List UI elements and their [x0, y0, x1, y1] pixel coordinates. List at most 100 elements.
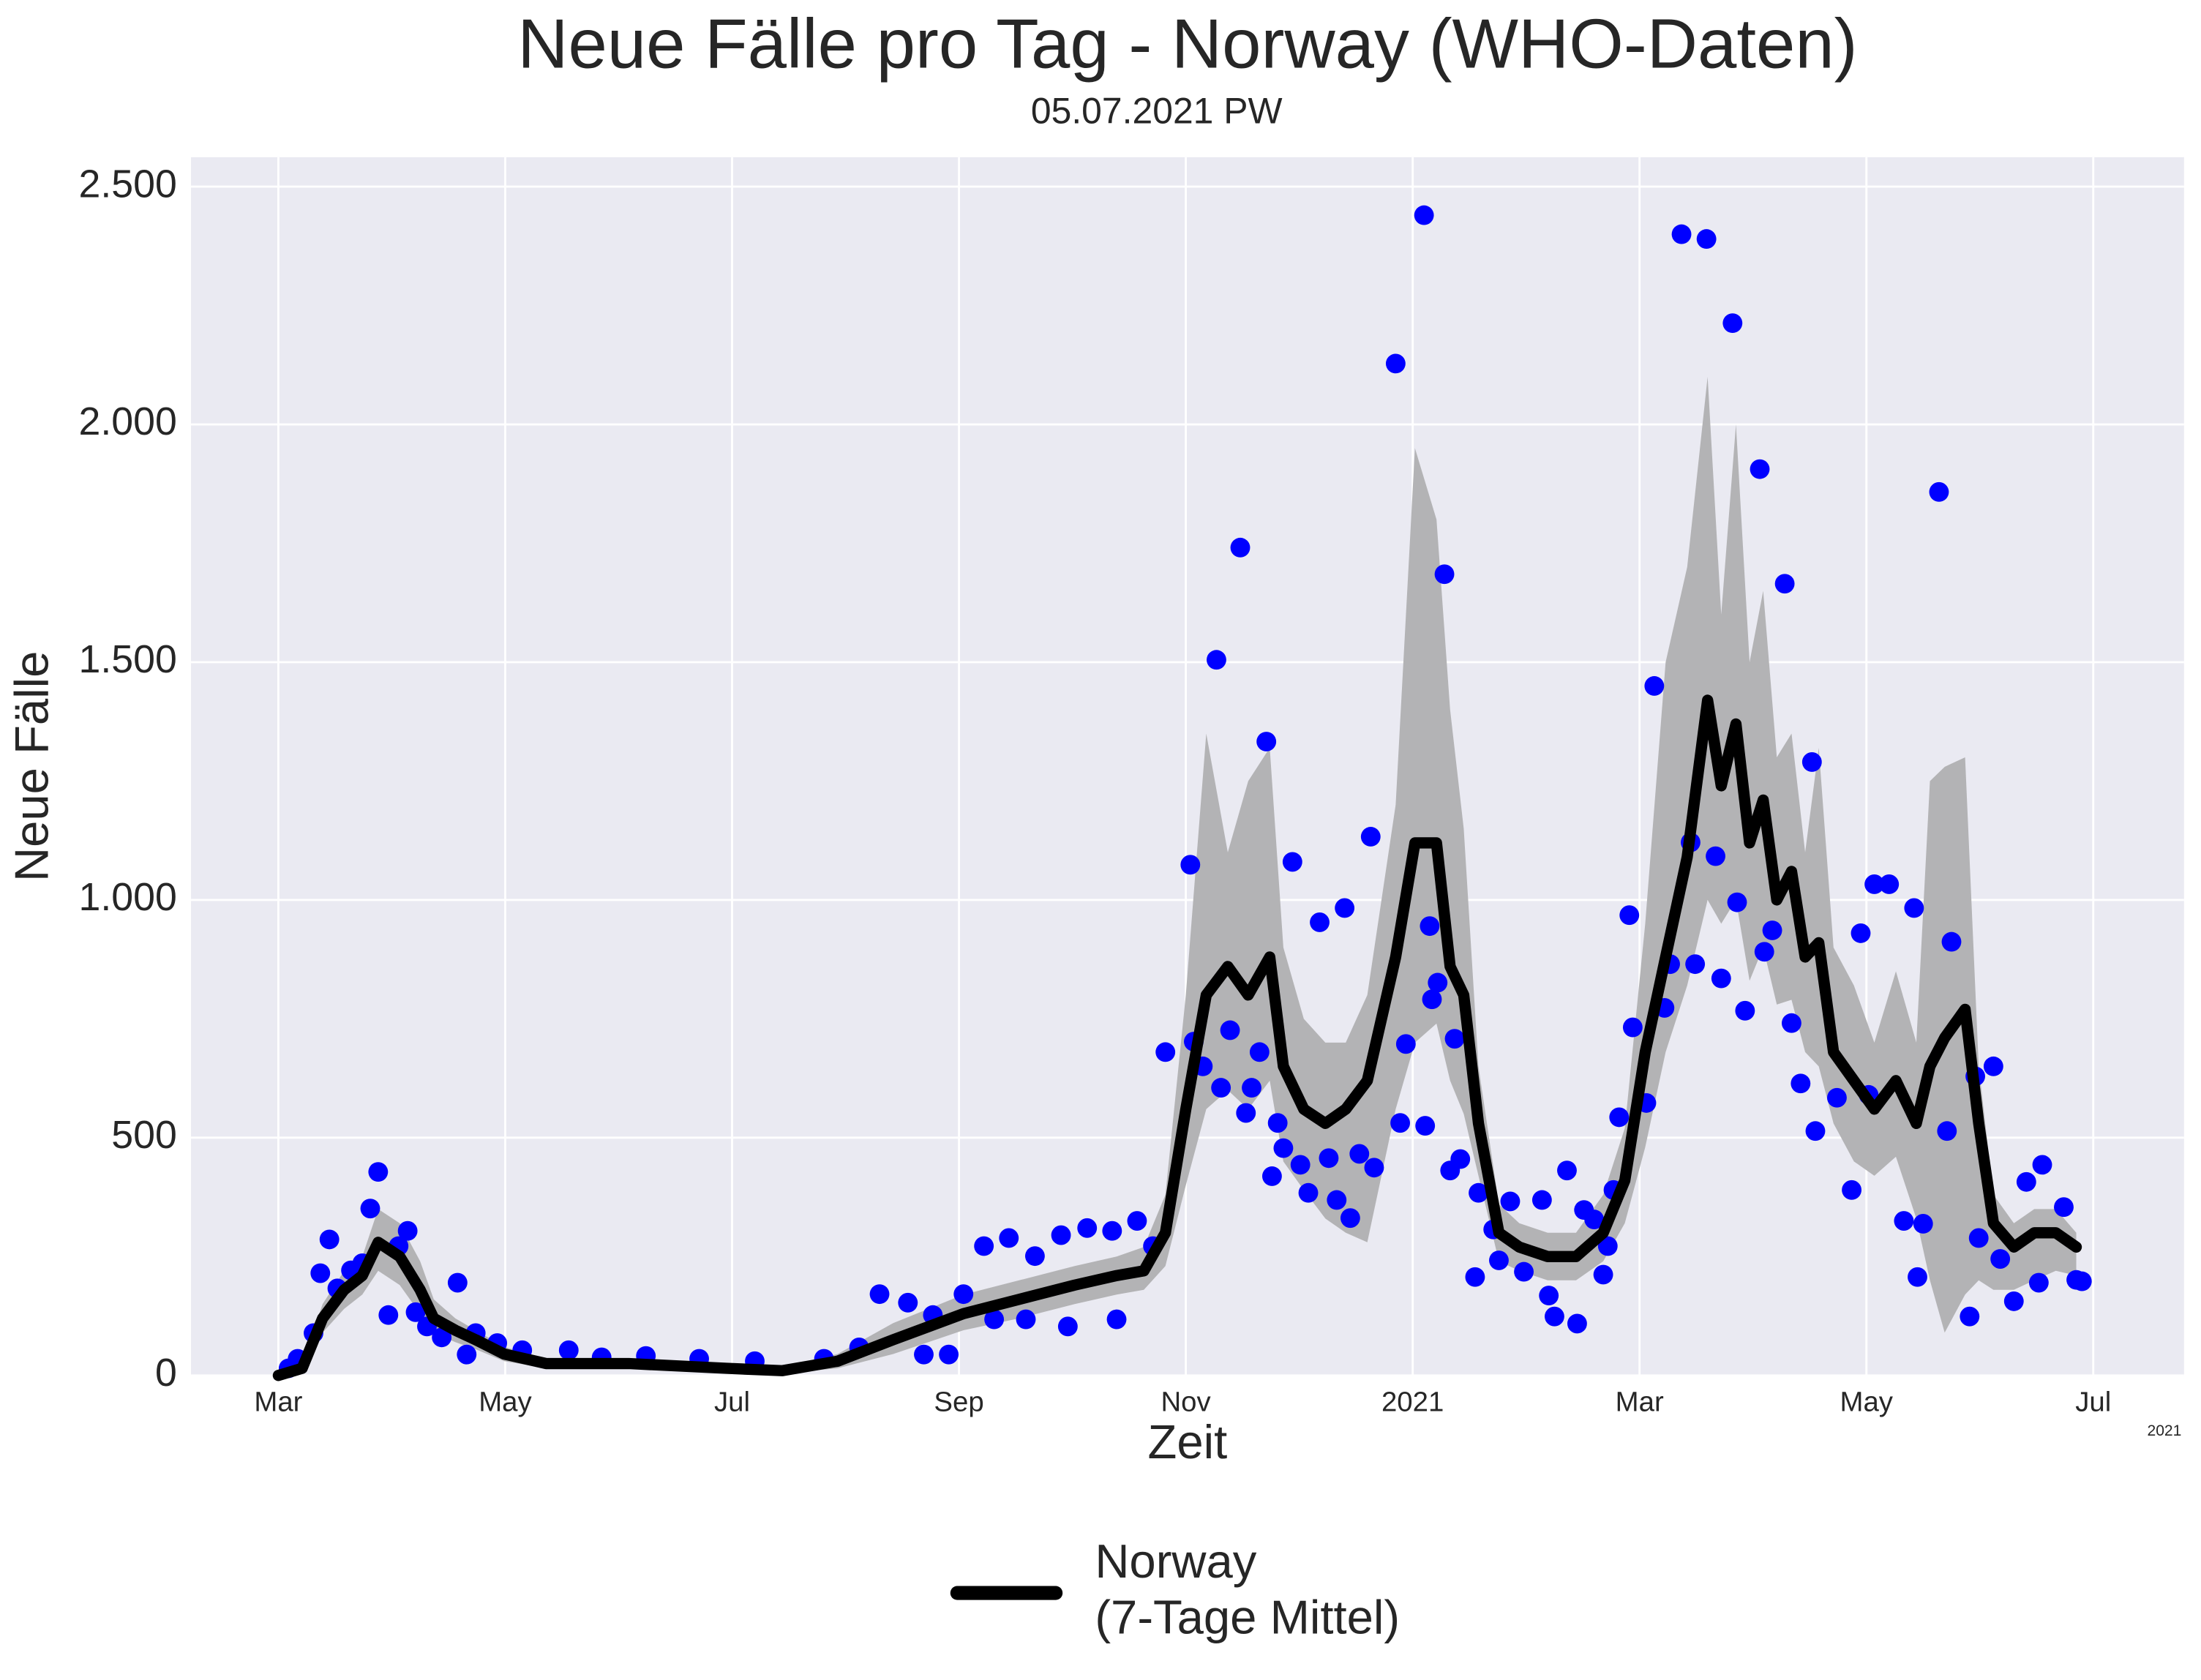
- scatter-point: [1290, 1155, 1311, 1175]
- scatter-point: [1230, 537, 1251, 558]
- scatter-point: [1016, 1309, 1036, 1330]
- scatter-point: [558, 1340, 579, 1360]
- scatter-point: [1242, 1078, 1261, 1098]
- x-tick-label: Nov: [1161, 1386, 1211, 1417]
- scatter-point: [1428, 972, 1448, 993]
- scatter-point: [1220, 1020, 1240, 1040]
- scatter-point: [898, 1292, 918, 1313]
- scatter-point: [1489, 1250, 1509, 1270]
- y-axis-label: Neue Fälle: [4, 651, 58, 882]
- scatter-point: [939, 1344, 959, 1365]
- scatter-point: [1722, 313, 1743, 334]
- labels: 0 500 1.000 1.500 2.000 2.500 Mar May Jul Sep Nov 2…: [79, 162, 2112, 1417]
- scatter-point: [1983, 1056, 2003, 1076]
- scatter-point: [1267, 1113, 1288, 1133]
- scatter-point: [1420, 916, 1440, 937]
- scatter-point: [1754, 942, 1774, 962]
- scatter-point: [447, 1272, 468, 1293]
- scatter-point: [1990, 1249, 2011, 1269]
- x-tick-label: Sep: [934, 1386, 983, 1417]
- scatter-point: [1390, 1113, 1411, 1133]
- scatter-point: [1414, 205, 1434, 225]
- scatter-point: [1781, 1013, 1801, 1033]
- x-tick-label: May: [1840, 1386, 1893, 1417]
- scatter-point: [360, 1199, 380, 1219]
- y-tick-label: 1.500: [79, 637, 177, 681]
- line: [272, 694, 2082, 1381]
- scatter-point: [1908, 1267, 1927, 1287]
- scatter-point: [405, 1302, 426, 1322]
- scatter-point: [1236, 1103, 1256, 1123]
- scatter-point: [1395, 1034, 1416, 1054]
- scatter-point: [1851, 923, 1871, 943]
- scatter-point: [1735, 1000, 1755, 1021]
- scatter-point: [310, 1263, 331, 1283]
- scatter-point: [2003, 1291, 2024, 1311]
- scatter-point: [1051, 1225, 1071, 1245]
- scatter-point: [1327, 1190, 1347, 1210]
- scatter-point: [1941, 931, 1962, 952]
- scatter-point: [914, 1344, 934, 1365]
- scatter-point: [1937, 1121, 1957, 1141]
- scatter-point: [2016, 1171, 2036, 1192]
- scatter-point: [1310, 912, 1330, 932]
- scatter-point: [1842, 1180, 1862, 1200]
- legend: Norway (7-Tage Mittel): [950, 1535, 1400, 1645]
- scatter-point: [1340, 1208, 1360, 1229]
- scatter-point: [1544, 1306, 1564, 1327]
- scatter-point: [1711, 968, 1731, 989]
- scatter-point: [1644, 676, 1665, 696]
- y-tick-label: 500: [111, 1113, 177, 1157]
- scatter-point: [1827, 1087, 1847, 1108]
- chart-subtitle: 05.07.2021 PW: [1031, 91, 1283, 132]
- scatter-point: [869, 1284, 890, 1305]
- scatter-point: [1450, 1149, 1471, 1169]
- chart-title: Neue Fälle pro Tag - Norway (WHO-Daten): [517, 4, 1857, 83]
- scatter-point: [432, 1327, 452, 1348]
- x-tick-label: May: [479, 1386, 532, 1417]
- scatter-point: [1584, 1210, 1605, 1230]
- scatter-point: [1567, 1313, 1587, 1334]
- scatter-point: [397, 1220, 418, 1241]
- scatter-point: [1360, 827, 1381, 847]
- scatter-point: [1801, 752, 1822, 772]
- scatter-point: [2028, 1272, 2049, 1293]
- scatter-point: [1298, 1182, 1319, 1203]
- scatter-point: [1282, 852, 1302, 872]
- scatter-point: [1960, 1306, 1980, 1327]
- scatter-point: [1444, 1029, 1465, 1049]
- scatter-point: [1774, 574, 1795, 594]
- scatter-point: [1261, 1166, 1282, 1186]
- scatter-point: [1335, 898, 1355, 918]
- x-tick-label: Jul: [2075, 1386, 2111, 1417]
- scatter-point: [1791, 1073, 1811, 1094]
- scatter-point: [1929, 481, 1949, 502]
- scatter-point: [1155, 1042, 1176, 1062]
- scatter-point: [1256, 732, 1277, 751]
- scatter-point: [1024, 1246, 1045, 1267]
- scatter-point: [1514, 1261, 1534, 1282]
- scatter-point: [1249, 1042, 1270, 1062]
- x-offset-label: 2021: [2147, 1422, 2181, 1439]
- scatter-point: [1706, 846, 1725, 866]
- scatter-point: [1127, 1211, 1147, 1231]
- scatter-point: [1805, 1121, 1826, 1141]
- plot-background: [191, 157, 2184, 1376]
- scatter-point: [1685, 954, 1706, 975]
- scatter-point: [1415, 1116, 1436, 1136]
- scatter-point: [1211, 1078, 1231, 1098]
- scatter-point: [1180, 855, 1201, 875]
- scatter-point: [1619, 905, 1640, 926]
- scatter-point: [1539, 1286, 1559, 1306]
- scatter-point: [1593, 1264, 1613, 1285]
- scatter-point: [1671, 224, 1692, 244]
- scatter-point: [1762, 920, 1782, 940]
- scatter-point: [1879, 874, 1900, 894]
- legend-entry: Norway (7-Tage Mittel): [1095, 1535, 1400, 1645]
- x-tick-label: Mar: [254, 1386, 302, 1417]
- scatter-point: [457, 1344, 477, 1365]
- y-tick-label: 1.000: [79, 875, 177, 919]
- scatter-point: [1894, 1211, 1914, 1231]
